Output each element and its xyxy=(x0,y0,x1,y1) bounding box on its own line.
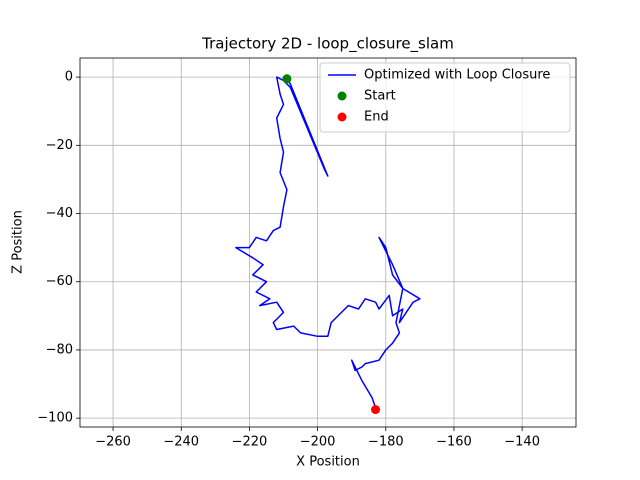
plot-frame xyxy=(79,57,577,428)
y-tick-label: −100 xyxy=(37,411,73,426)
x-tick-label: −140 xyxy=(504,435,540,450)
x-tick-label: −220 xyxy=(232,435,268,450)
x-tick-label: −160 xyxy=(436,435,472,450)
point xyxy=(371,405,381,415)
y-axis-label: Z Position xyxy=(11,210,26,274)
y-tick-label: −20 xyxy=(46,138,73,153)
y-tick-label: −80 xyxy=(46,342,73,357)
point xyxy=(282,74,292,84)
x-tick-label: −260 xyxy=(95,435,131,450)
legend-swatch xyxy=(337,112,347,122)
x-tick-label: −180 xyxy=(368,435,404,450)
legend-swatch xyxy=(337,91,347,101)
y-tick-label: −40 xyxy=(46,206,73,221)
legend-label: End xyxy=(364,110,389,125)
x-axis-label: X Position xyxy=(296,455,360,470)
y-tick-label: 0 xyxy=(65,70,73,85)
chart-title: Trajectory 2D - loop_closure_slam xyxy=(201,35,454,54)
trajectory-line xyxy=(235,76,421,409)
legend-label: Optimized with Loop Closure xyxy=(364,68,550,83)
y-tick-label: −60 xyxy=(46,274,73,289)
x-tick-label: −200 xyxy=(300,435,336,450)
legend-box xyxy=(319,62,571,133)
legend-label: Start xyxy=(364,89,396,104)
x-tick-label: −240 xyxy=(163,435,199,450)
